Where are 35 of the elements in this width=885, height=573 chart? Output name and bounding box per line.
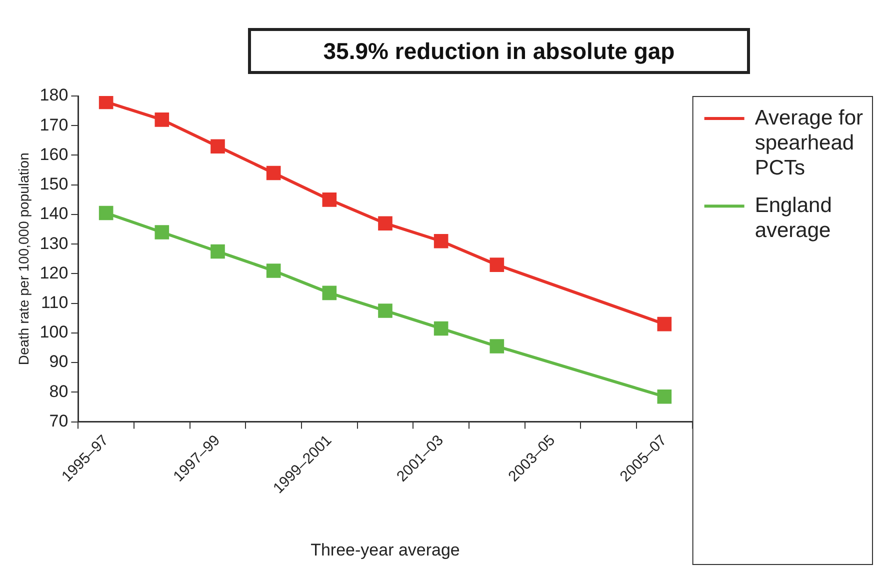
point <box>434 234 448 248</box>
y-axis-title: Death rate per 100,000 population <box>15 152 32 366</box>
point <box>657 316 672 332</box>
y-tick-label: 160 <box>40 144 68 164</box>
point <box>98 206 114 220</box>
point <box>266 166 281 180</box>
point <box>210 244 225 259</box>
point <box>490 339 504 354</box>
point <box>210 139 225 154</box>
point <box>154 112 170 127</box>
chart-title: 35.9% reduction in absolute gap <box>248 28 750 74</box>
point <box>322 286 337 300</box>
y-tick-label: 140 <box>40 204 68 224</box>
point <box>266 264 281 278</box>
y-tick-label: 170 <box>40 115 68 134</box>
y-tick-label: 150 <box>40 174 68 194</box>
point <box>322 192 337 207</box>
point <box>378 216 392 231</box>
point <box>98 96 114 110</box>
point <box>490 258 504 272</box>
y-tick-label: 110 <box>41 293 68 312</box>
legend-label: England average <box>754 194 832 242</box>
y-tick-label: 130 <box>40 234 68 253</box>
point <box>378 304 392 318</box>
point <box>154 225 170 240</box>
y-tick-label: 100 <box>40 322 68 342</box>
y-tick-label: 90 <box>49 352 68 372</box>
y-tick-label: 70 <box>49 411 68 430</box>
point <box>657 389 672 404</box>
x-axis-title: Three-year average <box>310 540 460 560</box>
y-tick-label: 120 <box>40 263 68 282</box>
y-tick-label: 80 <box>49 382 68 401</box>
legend-label: Average for spearhead PCTs <box>754 106 864 180</box>
y-tick-label: 180 <box>40 86 68 105</box>
point <box>434 321 448 336</box>
